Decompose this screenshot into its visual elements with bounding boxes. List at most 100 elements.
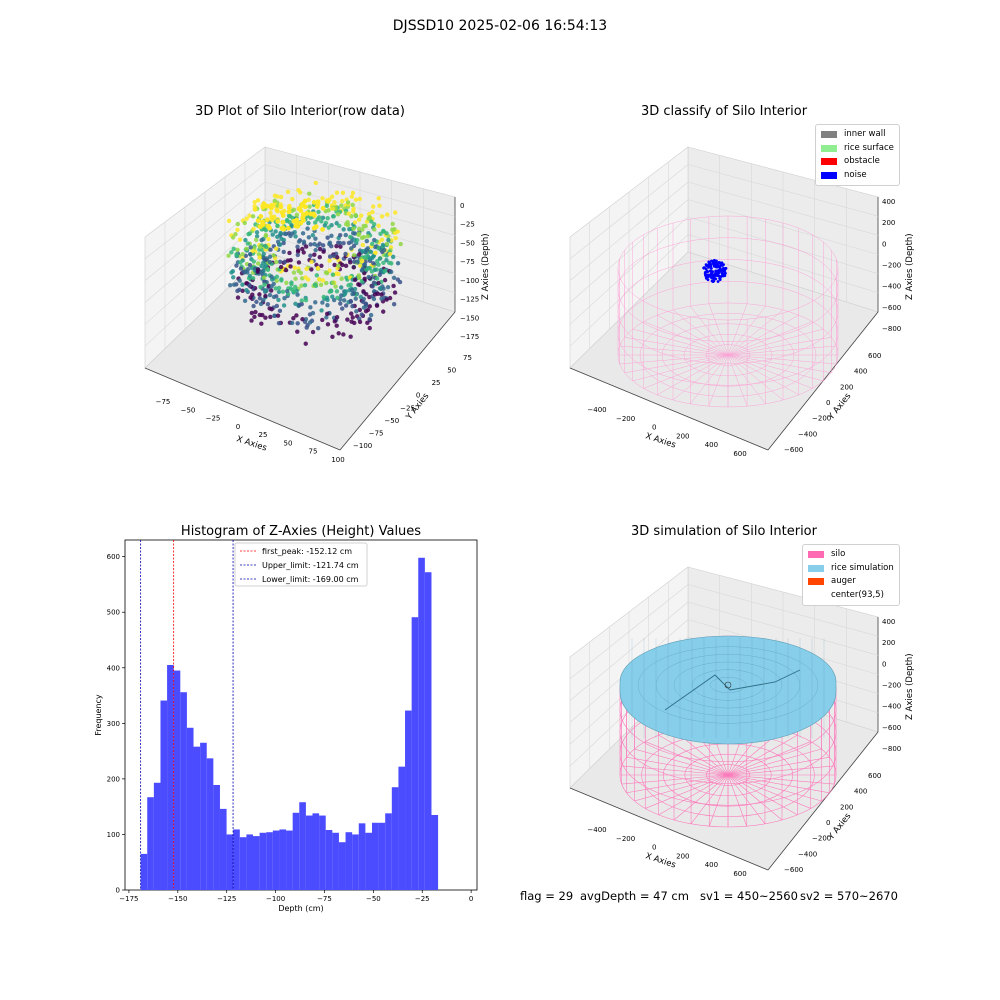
raw-point: [351, 226, 356, 231]
simulation-plot-title: 3D simulation of Silo Interior: [631, 524, 817, 539]
raw-point: [250, 275, 256, 281]
raw-point: [379, 292, 384, 297]
raw-point: [254, 234, 260, 239]
raw-point: [307, 204, 312, 209]
simulation-x-tick: 200: [676, 852, 689, 860]
classify-y-tick: −600: [784, 446, 803, 454]
raw-point: [247, 283, 252, 288]
noise-point: [707, 262, 711, 266]
raw-point: [331, 297, 337, 303]
raw-point: [244, 246, 249, 252]
raw-point: [325, 198, 331, 204]
raw-point: [266, 236, 271, 242]
raw-point: [363, 223, 368, 229]
raw-point: [349, 311, 354, 316]
raw-point: [264, 217, 270, 223]
raw-3d-plot: −75−50−2502550751007550250−25−50−75−1000…: [144, 146, 491, 464]
raw-point: [319, 263, 324, 269]
raw-point: [352, 277, 358, 282]
raw-point: [267, 254, 273, 259]
raw-point: [310, 310, 316, 316]
raw-point: [345, 317, 350, 322]
histogram-bar: [272, 830, 280, 890]
raw-point: [384, 231, 389, 236]
raw-y-tick: −25: [400, 404, 415, 412]
raw-point: [324, 280, 329, 286]
raw-point: [304, 325, 309, 330]
silo-center-marker: [724, 681, 732, 689]
simulation-y-tick: 400: [854, 788, 867, 796]
raw-point: [348, 260, 353, 265]
raw-point: [391, 283, 396, 289]
noise-point: [723, 271, 727, 275]
noise-point: [709, 264, 713, 268]
raw-point: [296, 206, 302, 212]
raw-point: [255, 261, 261, 266]
raw-point: [237, 237, 243, 242]
histogram-bar: [173, 670, 181, 890]
raw-point: [254, 299, 259, 305]
raw-point: [309, 259, 314, 265]
raw-point: [329, 194, 335, 199]
legend-upper-limit: Upper_limit: -121.74 cm: [262, 561, 359, 570]
raw-point: [327, 254, 333, 259]
legend-first-peak: first_peak: -152.12 cm: [262, 547, 352, 556]
classify-z-tick: 200: [882, 219, 895, 227]
raw-point: [327, 241, 332, 247]
raw-point: [285, 189, 291, 195]
raw-point: [269, 274, 274, 279]
raw-point: [364, 267, 369, 272]
raw-point: [376, 262, 381, 267]
raw-point: [299, 203, 305, 208]
legend-label: rice simulation: [831, 562, 894, 573]
raw-point: [384, 253, 389, 258]
raw-point: [270, 215, 276, 221]
raw-point: [351, 259, 357, 264]
raw-point: [259, 269, 264, 275]
raw-point: [263, 232, 269, 238]
raw-point: [251, 303, 256, 309]
raw-point: [240, 282, 245, 287]
raw-point: [277, 308, 283, 314]
raw-point: [340, 190, 346, 195]
raw-z-label: Z Axies (Depth): [481, 233, 491, 300]
raw-point: [228, 283, 233, 288]
classify-z-tick: 400: [882, 198, 895, 206]
histogram-bar: [239, 837, 247, 890]
histogram-title: Histogram of Z-Axies (Height) Values: [180, 524, 422, 539]
raw-point: [281, 303, 287, 308]
raw-point: [357, 319, 363, 325]
raw-point: [238, 266, 244, 271]
raw-point: [352, 220, 358, 225]
raw-point: [311, 225, 317, 231]
histogram-y-tick: 500: [107, 609, 120, 617]
legend-label: noise: [844, 169, 867, 180]
histogram-bar: [325, 830, 333, 890]
histogram-x-tick: −50: [366, 895, 381, 903]
raw-point: [372, 244, 378, 250]
raw-point: [350, 315, 355, 320]
raw-point: [231, 275, 236, 280]
raw-point: [234, 263, 239, 268]
raw-x-tick: 50: [284, 439, 293, 447]
rice-surface-ridge: [664, 669, 801, 711]
raw-point: [365, 234, 370, 239]
raw-point: [286, 209, 292, 215]
raw-point: [310, 329, 316, 335]
raw-point: [324, 271, 330, 276]
raw-point: [341, 298, 347, 303]
raw-point: [359, 312, 364, 317]
noise-point: [705, 269, 709, 273]
raw-point: [265, 267, 271, 272]
raw-z-tick: −125: [460, 296, 479, 304]
histogram-x-tick: −100: [266, 895, 285, 903]
classify-legend: inner wall rice surface obstacle noise: [815, 124, 900, 186]
raw-point: [250, 214, 256, 219]
raw-point: [295, 292, 300, 297]
raw-x-tick: −25: [206, 415, 221, 423]
raw-point: [285, 225, 291, 231]
raw-point: [226, 253, 231, 258]
raw-point: [339, 276, 344, 282]
raw-point: [356, 252, 362, 257]
raw-point: [372, 292, 378, 297]
